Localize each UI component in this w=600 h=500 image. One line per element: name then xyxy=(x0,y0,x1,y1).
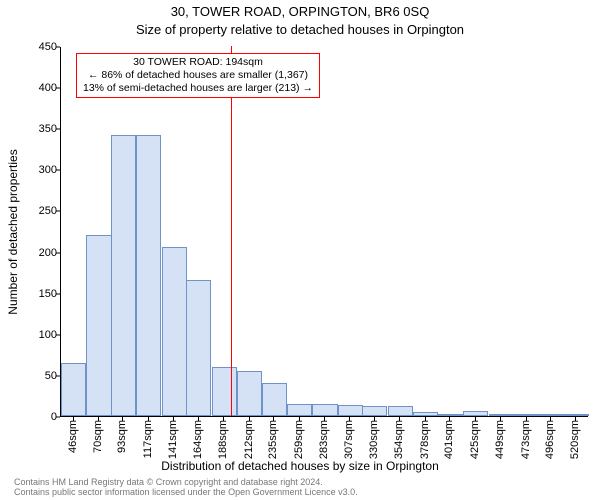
x-tick-mark xyxy=(475,417,476,421)
x-tick-label: 70sqm xyxy=(92,420,104,453)
y-tick-label: 300 xyxy=(19,164,57,176)
x-tick-mark xyxy=(374,417,375,421)
y-tick-label: 0 xyxy=(19,411,57,423)
histogram-bar xyxy=(413,412,438,416)
y-tick-mark xyxy=(56,88,60,89)
histogram-bar xyxy=(262,383,287,416)
y-tick-mark xyxy=(56,170,60,171)
x-tick-label: 141sqm xyxy=(167,420,179,459)
y-tick-mark xyxy=(56,417,60,418)
x-tick-label: 425sqm xyxy=(469,420,481,459)
x-tick-mark xyxy=(550,417,551,421)
annotation-box: 30 TOWER ROAD: 194sqm ← 86% of detached … xyxy=(76,53,320,98)
x-tick-label: 283sqm xyxy=(318,420,330,459)
chart-container: 30, TOWER ROAD, ORPINGTON, BR6 0SQ Size … xyxy=(0,0,600,500)
footer-attribution: Contains HM Land Registry data © Crown c… xyxy=(14,478,358,498)
y-tick-mark xyxy=(56,47,60,48)
x-tick-mark xyxy=(399,417,400,421)
x-tick-mark xyxy=(349,417,350,421)
y-tick-label: 450 xyxy=(19,41,57,53)
x-tick-label: 164sqm xyxy=(192,420,204,459)
annotation-line-2: ← 86% of detached houses are smaller (1,… xyxy=(83,69,313,82)
x-tick-label: 449sqm xyxy=(494,420,506,459)
histogram-bar xyxy=(162,247,187,416)
x-tick-mark xyxy=(249,417,250,421)
reference-line xyxy=(231,46,232,416)
annotation-line-3: 13% of semi-detached houses are larger (… xyxy=(83,82,313,95)
x-tick-mark xyxy=(223,417,224,421)
y-tick-mark xyxy=(56,334,60,335)
x-tick-label: 401sqm xyxy=(443,420,455,459)
histogram-bar xyxy=(514,414,539,416)
y-tick-label: 50 xyxy=(19,370,57,382)
histogram-bar xyxy=(438,414,463,416)
x-tick-mark xyxy=(575,417,576,421)
x-tick-label: 520sqm xyxy=(569,420,581,459)
x-tick-mark xyxy=(526,417,527,421)
x-tick-label: 307sqm xyxy=(343,420,355,459)
histogram-bar xyxy=(136,135,161,416)
main-title: Size of property relative to detached ho… xyxy=(0,22,600,37)
histogram-bar xyxy=(388,406,413,416)
histogram-bar xyxy=(237,371,262,416)
y-tick-mark xyxy=(56,293,60,294)
x-tick-label: 235sqm xyxy=(267,420,279,459)
x-tick-mark xyxy=(425,417,426,421)
histogram-bar xyxy=(463,411,488,416)
histogram-bar xyxy=(287,404,312,416)
histogram-bar xyxy=(338,405,363,416)
x-tick-mark xyxy=(500,417,501,421)
y-tick-mark xyxy=(56,252,60,253)
annotation-line-1: 30 TOWER ROAD: 194sqm xyxy=(83,56,313,69)
x-tick-mark xyxy=(198,417,199,421)
y-tick-mark xyxy=(56,129,60,130)
y-tick-label: 400 xyxy=(19,82,57,94)
x-tick-label: 46sqm xyxy=(67,420,79,453)
histogram-bar xyxy=(61,363,86,416)
y-tick-label: 150 xyxy=(19,288,57,300)
x-tick-mark xyxy=(173,417,174,421)
x-tick-label: 473sqm xyxy=(520,420,532,459)
x-tick-mark xyxy=(148,417,149,421)
histogram-bar xyxy=(186,280,211,416)
y-tick-label: 100 xyxy=(19,329,57,341)
x-tick-mark xyxy=(73,417,74,421)
histogram-bar xyxy=(86,235,111,416)
histogram-bar xyxy=(312,404,337,416)
x-tick-label: 188sqm xyxy=(217,420,229,459)
histogram-bar xyxy=(489,414,514,416)
x-tick-label: 378sqm xyxy=(419,420,431,459)
histogram-bar xyxy=(362,406,387,416)
x-tick-mark xyxy=(98,417,99,421)
x-tick-mark xyxy=(449,417,450,421)
x-tick-label: 93sqm xyxy=(116,420,128,453)
x-tick-label: 259sqm xyxy=(293,420,305,459)
histogram-bar xyxy=(538,414,563,416)
x-tick-label: 212sqm xyxy=(243,420,255,459)
y-tick-mark xyxy=(56,211,60,212)
plot-area xyxy=(60,47,588,417)
x-tick-label: 117sqm xyxy=(142,420,154,458)
y-tick-label: 250 xyxy=(19,205,57,217)
y-tick-label: 350 xyxy=(19,123,57,135)
x-tick-label: 330sqm xyxy=(368,420,380,459)
sup-title: 30, TOWER ROAD, ORPINGTON, BR6 0SQ xyxy=(0,4,600,19)
histogram-bar xyxy=(111,135,136,416)
y-tick-label: 200 xyxy=(19,247,57,259)
y-tick-mark xyxy=(56,375,60,376)
x-tick-label: 354sqm xyxy=(393,420,405,459)
histogram-bar xyxy=(212,367,237,416)
x-tick-mark xyxy=(122,417,123,421)
x-tick-mark xyxy=(273,417,274,421)
x-tick-mark xyxy=(299,417,300,421)
y-axis-label: Number of detached properties xyxy=(6,67,20,232)
footer-line-2: Contains public sector information licen… xyxy=(14,488,358,498)
x-tick-label: 496sqm xyxy=(544,420,556,459)
x-tick-mark xyxy=(324,417,325,421)
x-axis-label: Distribution of detached houses by size … xyxy=(0,459,600,473)
histogram-bar xyxy=(564,414,589,416)
